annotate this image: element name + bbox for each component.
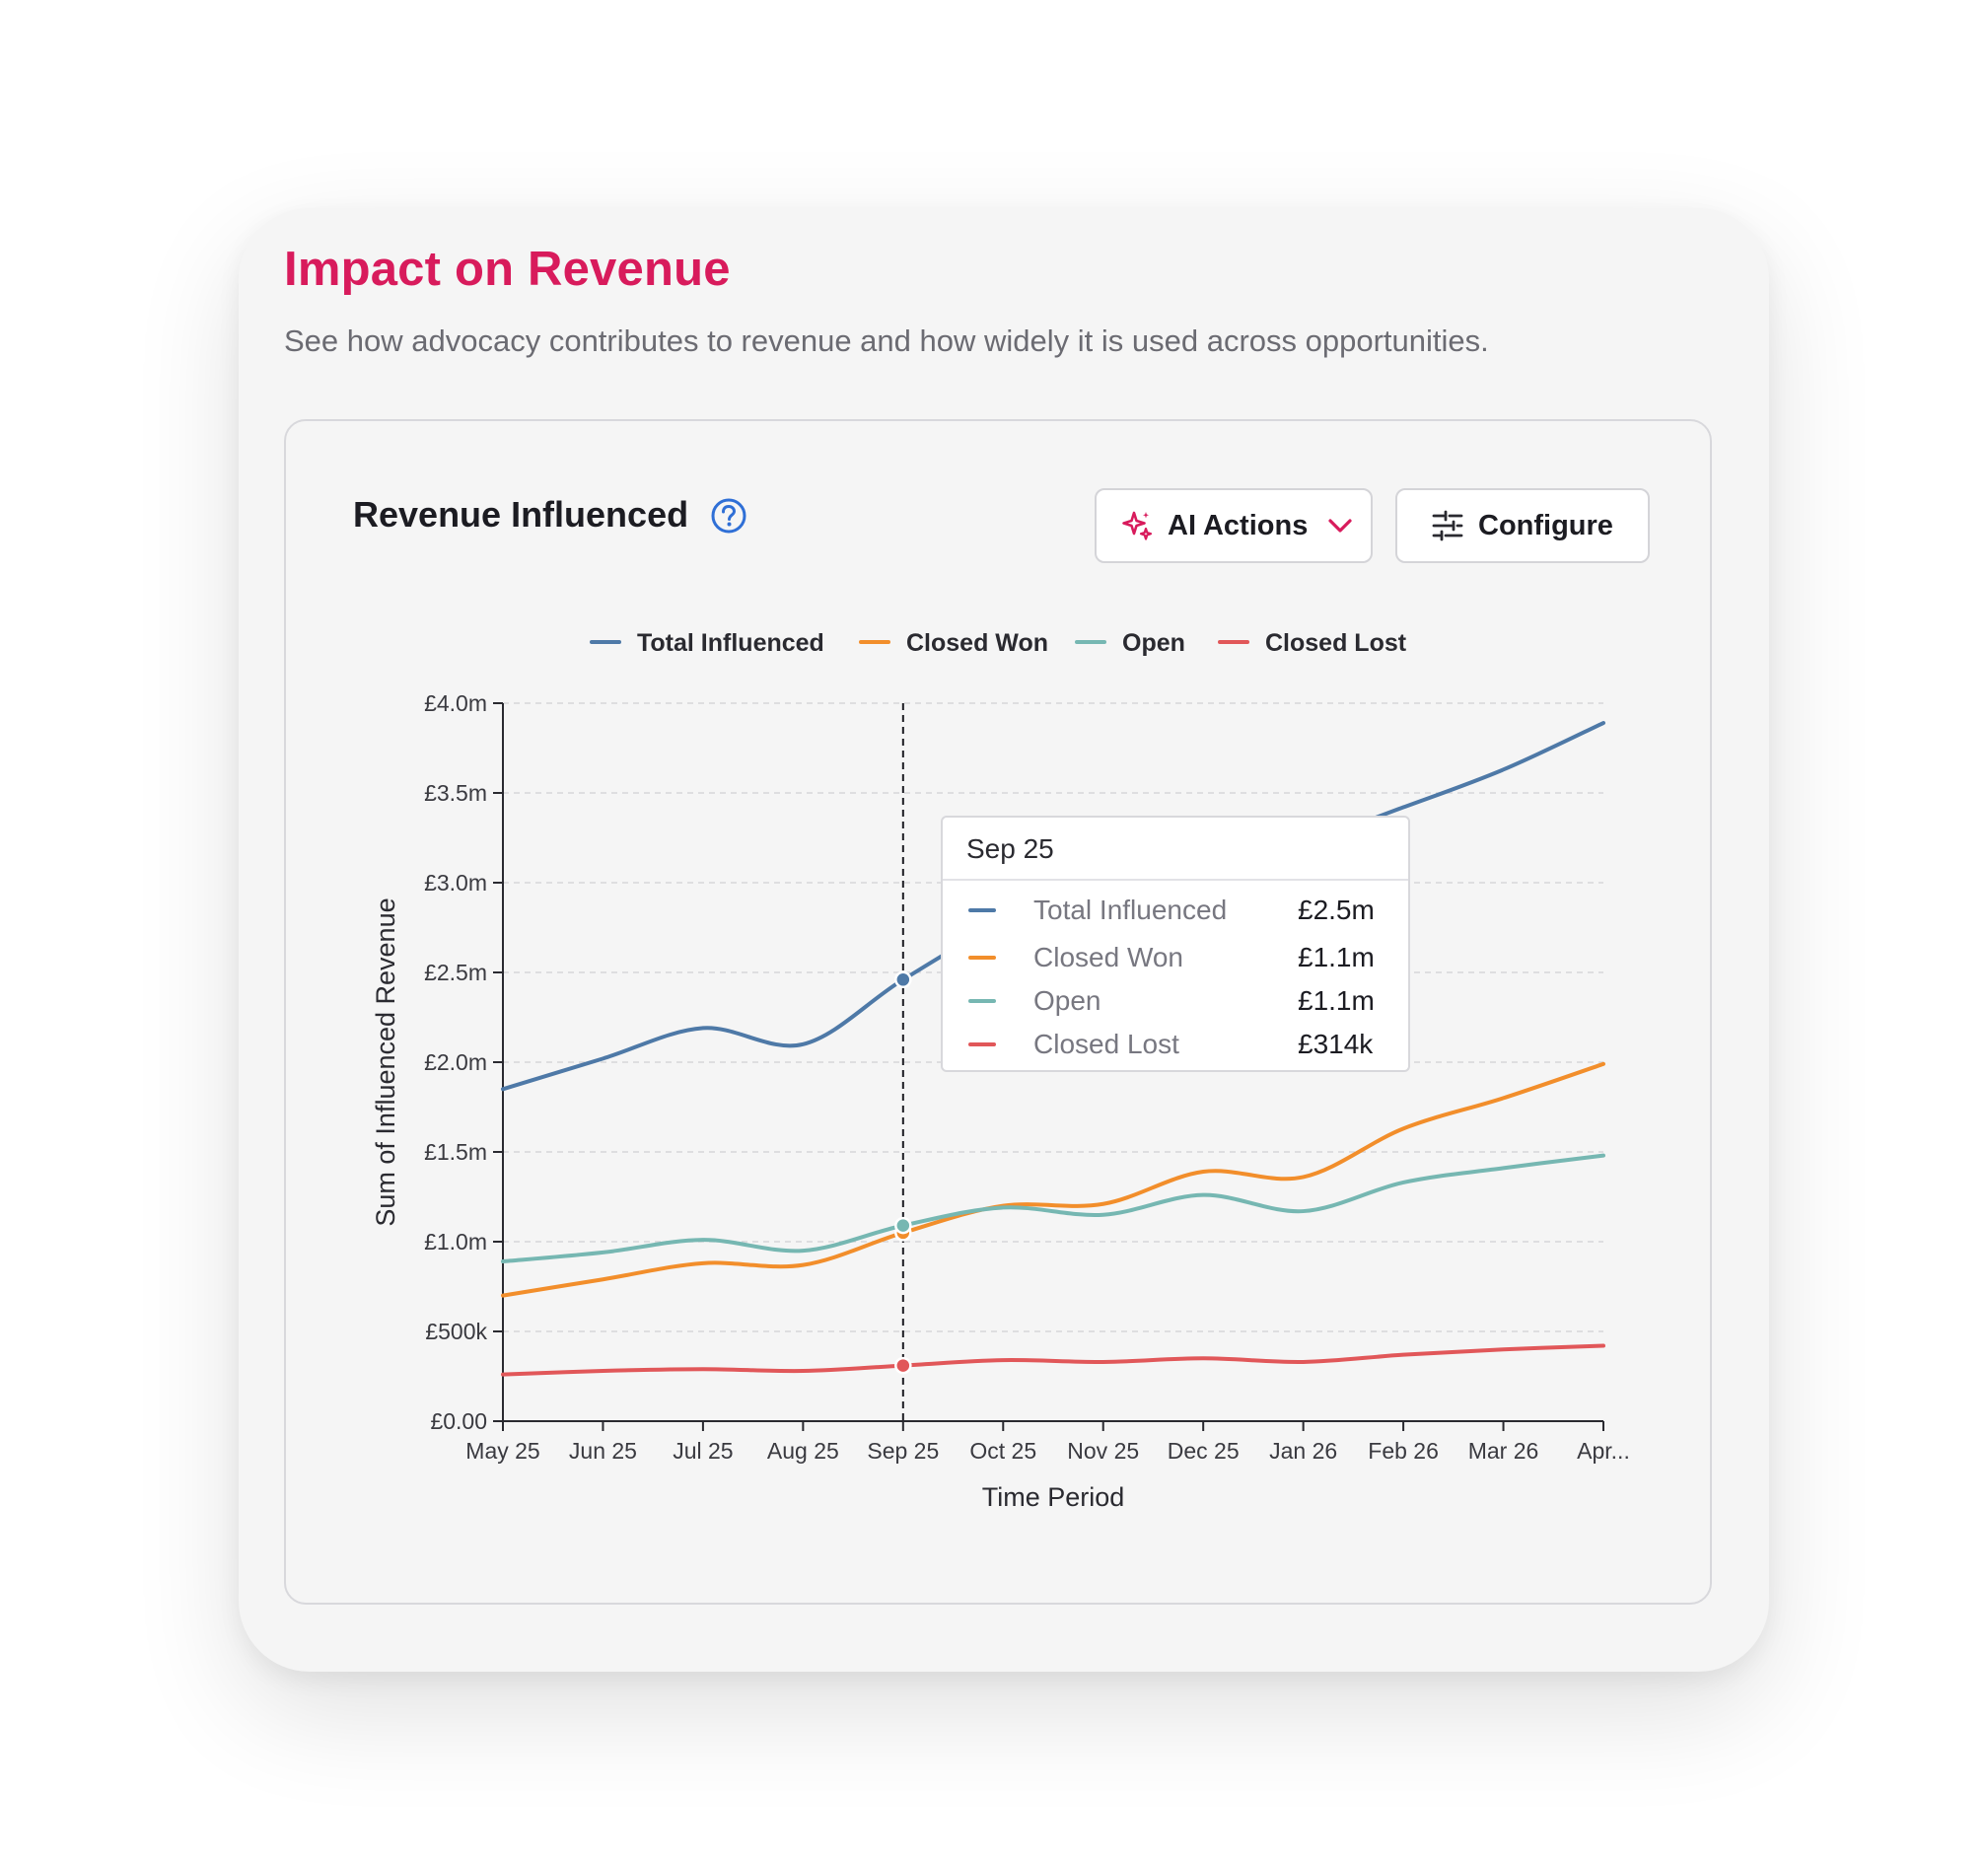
chevron-down-icon xyxy=(1327,517,1353,535)
x-axis-title: Time Period xyxy=(982,1482,1125,1512)
x-tick-label: Oct 25 xyxy=(969,1438,1036,1464)
impact-on-revenue-section: Impact on Revenue See how advocacy contr… xyxy=(239,208,1769,1672)
section-subtitle: See how advocacy contributes to revenue … xyxy=(284,323,1489,358)
tooltip-row-open: Open £1.1m xyxy=(968,981,1386,1021)
tooltip-row-closed-won: Closed Won £1.1m xyxy=(968,938,1386,977)
question-circle-icon[interactable] xyxy=(710,497,747,535)
revenue-line-chart[interactable]: Total Influenced Closed Won Open Closed Los… xyxy=(286,421,1710,1603)
x-tick-label: May 25 xyxy=(465,1438,539,1464)
x-tick-label: Nov 25 xyxy=(1067,1438,1139,1464)
legend-label-total-influenced: Total Influenced xyxy=(637,629,824,657)
legend-label-closed-won: Closed Won xyxy=(906,629,1048,657)
card-title: Revenue Influenced xyxy=(353,494,689,535)
tooltip-value: £2.5m xyxy=(1298,895,1375,925)
x-tick-label: Apr... xyxy=(1577,1438,1630,1464)
sliders-icon xyxy=(1431,509,1464,542)
ai-actions-label: AI Actions xyxy=(1168,509,1309,541)
x-tick-label: Jan 26 xyxy=(1269,1438,1337,1464)
y-tick-label: £500k xyxy=(425,1319,487,1344)
ai-actions-button[interactable]: AI Actions xyxy=(1095,488,1373,563)
configure-button[interactable]: Configure xyxy=(1395,488,1650,563)
tooltip-swatch xyxy=(968,999,996,1003)
series-line-open xyxy=(501,1153,1605,1264)
chart-legend: Total Influenced Closed Won Open Closed Los… xyxy=(590,629,1407,657)
tooltip-swatch xyxy=(968,908,996,912)
tooltip-title: Sep 25 xyxy=(966,833,1054,864)
y-tick-label: £1.5m xyxy=(424,1139,487,1165)
y-tick-label: £3.5m xyxy=(424,780,487,806)
chart-series xyxy=(501,721,1605,1377)
configure-label: Configure xyxy=(1478,509,1613,541)
tooltip-label: Closed Lost xyxy=(1033,1029,1179,1059)
tooltip-value: £1.1m xyxy=(1298,985,1375,1016)
y-tick-label: £1.0m xyxy=(424,1229,487,1255)
tooltip-value: £314k xyxy=(1298,1029,1374,1059)
sparkle-icon xyxy=(1120,509,1154,542)
legend-label-open: Open xyxy=(1122,629,1185,657)
x-tick-label: Jun 25 xyxy=(569,1438,637,1464)
x-tick-label: Dec 25 xyxy=(1168,1438,1240,1464)
data-point-closed-lost xyxy=(894,1356,912,1375)
series-line-closed-won xyxy=(501,1061,1605,1298)
tooltip-value: £1.1m xyxy=(1298,942,1375,972)
chart-tooltip: Sep 25 Total Influenced £2.5m Closed Won… xyxy=(941,816,1410,1072)
chart-crosshair xyxy=(894,703,912,1421)
data-point-total-influenced xyxy=(894,970,912,989)
tooltip-label: Total Influenced xyxy=(1033,895,1228,925)
tooltip-label: Closed Won xyxy=(1033,942,1184,972)
x-tick-label: Mar 26 xyxy=(1468,1438,1539,1464)
tooltip-row-total-influenced: Total Influenced £2.5m xyxy=(968,891,1386,930)
chart-labels: £0.00 £500k £1.0m £1.5m £2.0m £2.5m £3.0m £3.5m… xyxy=(371,690,1630,1512)
tooltip-row-closed-lost: Closed Lost £314k xyxy=(968,1025,1386,1064)
section-title: Impact on Revenue xyxy=(284,243,731,296)
y-tick-label: £3.0m xyxy=(424,870,487,896)
x-tick-label: Aug 25 xyxy=(767,1438,839,1464)
tooltip-divider xyxy=(943,879,1408,881)
y-axis-title: Sum of Influenced Revenue xyxy=(371,897,400,1226)
y-tick-label: £4.0m xyxy=(424,690,487,716)
chart-gridlines xyxy=(503,702,1603,1332)
chart-axes xyxy=(493,702,1604,1431)
y-tick-label: £2.5m xyxy=(424,960,487,985)
tooltip-swatch xyxy=(968,1042,996,1046)
tooltip-swatch xyxy=(968,956,996,960)
legend-label-closed-lost: Closed Lost xyxy=(1265,629,1407,657)
data-point-open xyxy=(894,1216,912,1235)
x-tick-label: Jul 25 xyxy=(673,1438,733,1464)
series-line-closed-lost xyxy=(501,1343,1605,1377)
tooltip-label: Open xyxy=(1033,985,1101,1016)
y-tick-label: £0.00 xyxy=(430,1408,487,1434)
x-tick-label: Feb 26 xyxy=(1368,1438,1439,1464)
revenue-influenced-card: Revenue Influenced AI Actions xyxy=(284,419,1712,1605)
x-tick-label: Sep 25 xyxy=(867,1438,939,1464)
y-tick-label: £2.0m xyxy=(424,1049,487,1075)
